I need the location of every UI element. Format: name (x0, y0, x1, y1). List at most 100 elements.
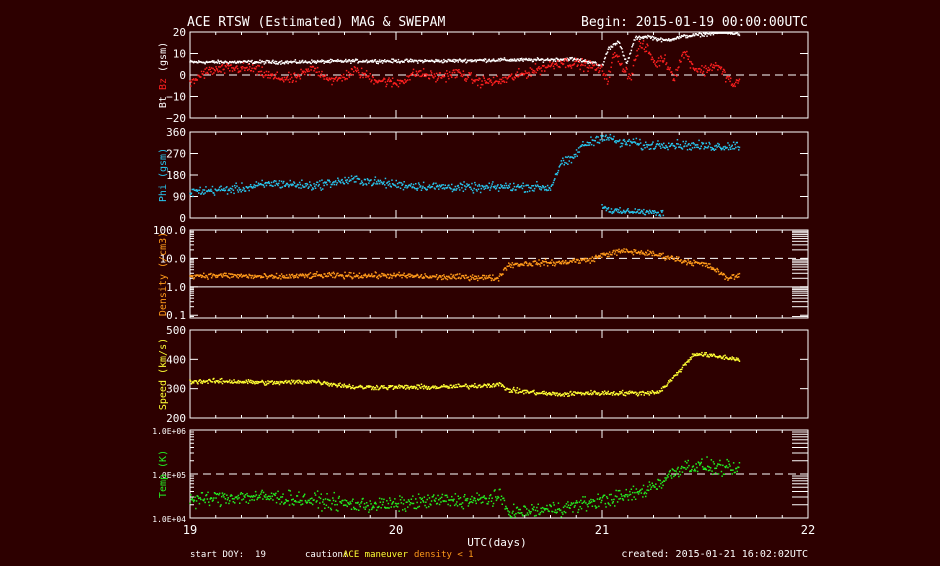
data-point (360, 385, 362, 387)
data-point (198, 192, 200, 194)
data-point (521, 185, 523, 187)
data-point (200, 499, 202, 501)
data-point (393, 273, 395, 275)
data-point (253, 495, 255, 497)
data-point (360, 75, 362, 77)
data-point (679, 146, 681, 148)
data-point (578, 262, 580, 264)
data-point (287, 76, 289, 78)
data-point (344, 272, 346, 274)
data-point (618, 209, 620, 211)
data-point (515, 513, 517, 515)
data-point (220, 504, 222, 506)
data-point (263, 382, 265, 384)
data-point (383, 499, 385, 501)
y-tick-label: 1.0E+04 (152, 515, 186, 524)
data-point (555, 61, 557, 63)
data-point (591, 63, 593, 65)
data-point (391, 86, 393, 88)
data-point (625, 494, 627, 496)
data-point (359, 74, 361, 76)
data-point (355, 181, 357, 183)
series-bz (189, 40, 740, 88)
data-point (688, 56, 690, 58)
data-point (607, 256, 609, 258)
data-point (484, 186, 486, 188)
data-point (233, 498, 235, 500)
data-point (352, 69, 354, 71)
data-point (734, 148, 736, 150)
data-point (323, 277, 325, 279)
data-point (307, 184, 309, 186)
data-point (519, 60, 521, 62)
data-point (513, 60, 515, 62)
data-point (237, 498, 239, 500)
data-point (455, 274, 457, 276)
data-point (527, 514, 529, 516)
data-point (307, 71, 309, 73)
data-point (259, 495, 261, 497)
data-point (528, 58, 530, 60)
data-point (582, 496, 584, 498)
data-point (427, 74, 429, 76)
data-point (309, 502, 311, 504)
data-point (692, 353, 694, 355)
data-point (505, 183, 507, 185)
data-point (370, 386, 372, 388)
data-point (489, 78, 491, 80)
data-point (399, 387, 401, 389)
data-point (429, 497, 431, 499)
data-point (509, 389, 511, 391)
data-point (671, 71, 673, 73)
data-point (463, 70, 465, 72)
data-point (349, 59, 351, 61)
data-point (330, 59, 332, 61)
data-point (375, 387, 377, 389)
data-point (372, 77, 374, 79)
data-point (223, 494, 225, 496)
data-point (395, 503, 397, 505)
data-point (564, 60, 566, 62)
data-point (370, 500, 372, 502)
data-point (223, 188, 225, 190)
data-point (528, 510, 530, 512)
data-point (421, 190, 423, 192)
data-point (722, 357, 724, 359)
data-point (476, 61, 478, 63)
data-point (200, 76, 202, 78)
data-point (504, 387, 506, 389)
data-point (539, 514, 541, 516)
data-point (562, 513, 564, 515)
data-point (471, 61, 473, 63)
data-point (264, 383, 266, 385)
data-point (261, 381, 263, 383)
data-point (486, 275, 488, 277)
data-point (646, 44, 648, 46)
data-point (301, 180, 303, 182)
y-tick-label: 180 (166, 169, 186, 182)
data-point (264, 186, 266, 188)
data-point (327, 60, 329, 62)
data-point (282, 77, 284, 79)
data-point (543, 187, 545, 189)
data-point (466, 78, 468, 80)
data-point (560, 61, 562, 63)
data-point (697, 71, 699, 73)
data-point (564, 505, 566, 507)
data-point (577, 502, 579, 504)
data-point (239, 503, 241, 505)
data-point (514, 514, 516, 516)
data-point (629, 391, 631, 393)
data-point (357, 275, 359, 277)
data-point (407, 186, 409, 188)
data-point (641, 250, 643, 252)
data-point (202, 191, 204, 193)
data-point (606, 53, 608, 55)
data-point (414, 386, 416, 388)
data-point (664, 148, 666, 150)
data-point (489, 183, 491, 185)
data-point (261, 184, 263, 186)
data-point (329, 181, 331, 183)
data-point (724, 146, 726, 148)
data-point (653, 485, 655, 487)
